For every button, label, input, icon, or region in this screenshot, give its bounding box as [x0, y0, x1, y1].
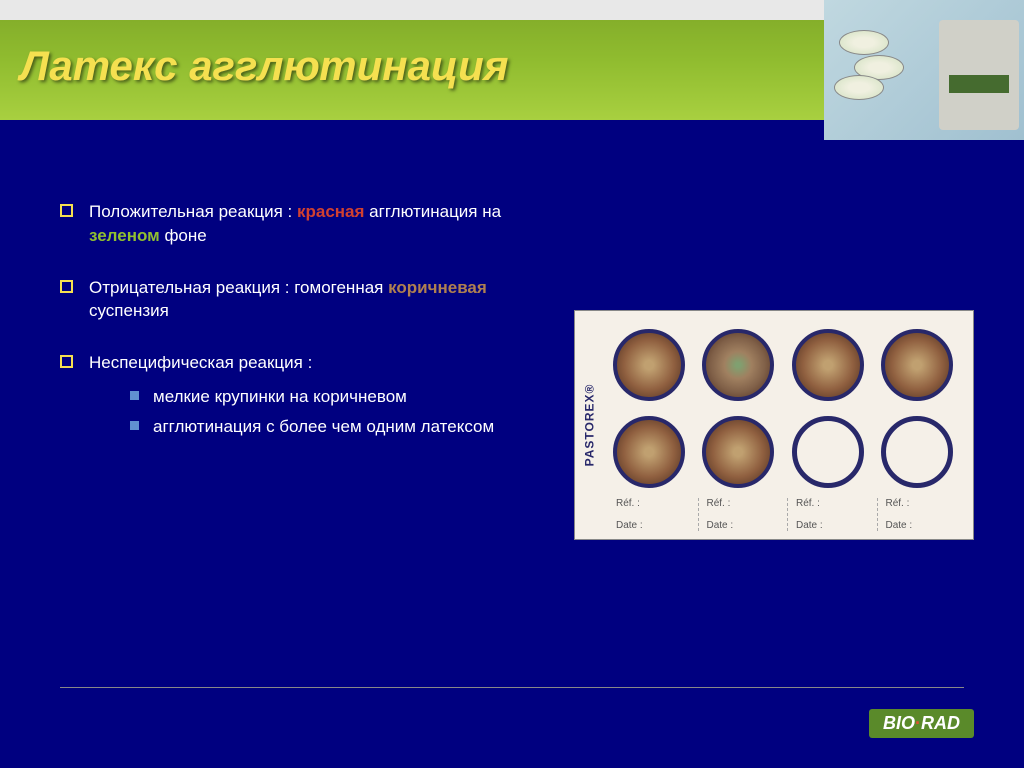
well-column-label: Réf. :Date : [877, 498, 959, 531]
assay-well [881, 329, 953, 401]
assay-well [792, 416, 864, 488]
header-decorative-image [824, 0, 1024, 140]
sub-bullet-marker-icon [130, 391, 139, 400]
sub-bullet-item: агглютинация с более чем одним латексом [130, 415, 540, 439]
assay-card: PASTOREX® Réf. :Date : Réf. :Date : Réf.… [574, 310, 974, 540]
sub-bullet-item: мелкие крупинки на коричневом [130, 385, 540, 409]
assay-well [792, 329, 864, 401]
assay-well [613, 329, 685, 401]
well-column-label: Réf. :Date : [608, 498, 690, 531]
well-column-label: Réf. :Date : [698, 498, 780, 531]
header-bar: Латекс агглютинация [0, 0, 1024, 120]
well-column-label: Réf. :Date : [787, 498, 869, 531]
assay-well [702, 416, 774, 488]
bullet-item: Отрицательная реакция : гомогенная корич… [60, 276, 540, 324]
wells-grid: Réf. :Date : Réf. :Date : Réf. :Date : R… [603, 311, 973, 539]
bullet-marker-icon [60, 280, 73, 293]
biorad-logo: BIO·RAD [869, 709, 974, 738]
bullet-item: Неспецифическая реакция : [60, 351, 540, 375]
bullet-text: Положительная реакция : красная агглютин… [89, 200, 540, 248]
bullet-text: Неспецифическая реакция : [89, 351, 312, 375]
sub-bullet-marker-icon [130, 421, 139, 430]
bullet-list: Положительная реакция : красная агглютин… [60, 200, 540, 445]
assay-well [881, 416, 953, 488]
sub-bullet-text: мелкие крупинки на коричневом [153, 385, 407, 409]
bullet-marker-icon [60, 204, 73, 217]
sub-bullet-text: агглютинация с более чем одним латексом [153, 415, 494, 439]
assay-well [702, 329, 774, 401]
card-brand-label: PASTOREX® [575, 311, 603, 539]
footer-divider [60, 687, 964, 688]
slide-title: Латекс агглютинация [20, 42, 509, 90]
bullet-text: Отрицательная реакция : гомогенная корич… [89, 276, 540, 324]
bullet-item: Положительная реакция : красная агглютин… [60, 200, 540, 248]
bullet-marker-icon [60, 355, 73, 368]
assay-well [613, 416, 685, 488]
